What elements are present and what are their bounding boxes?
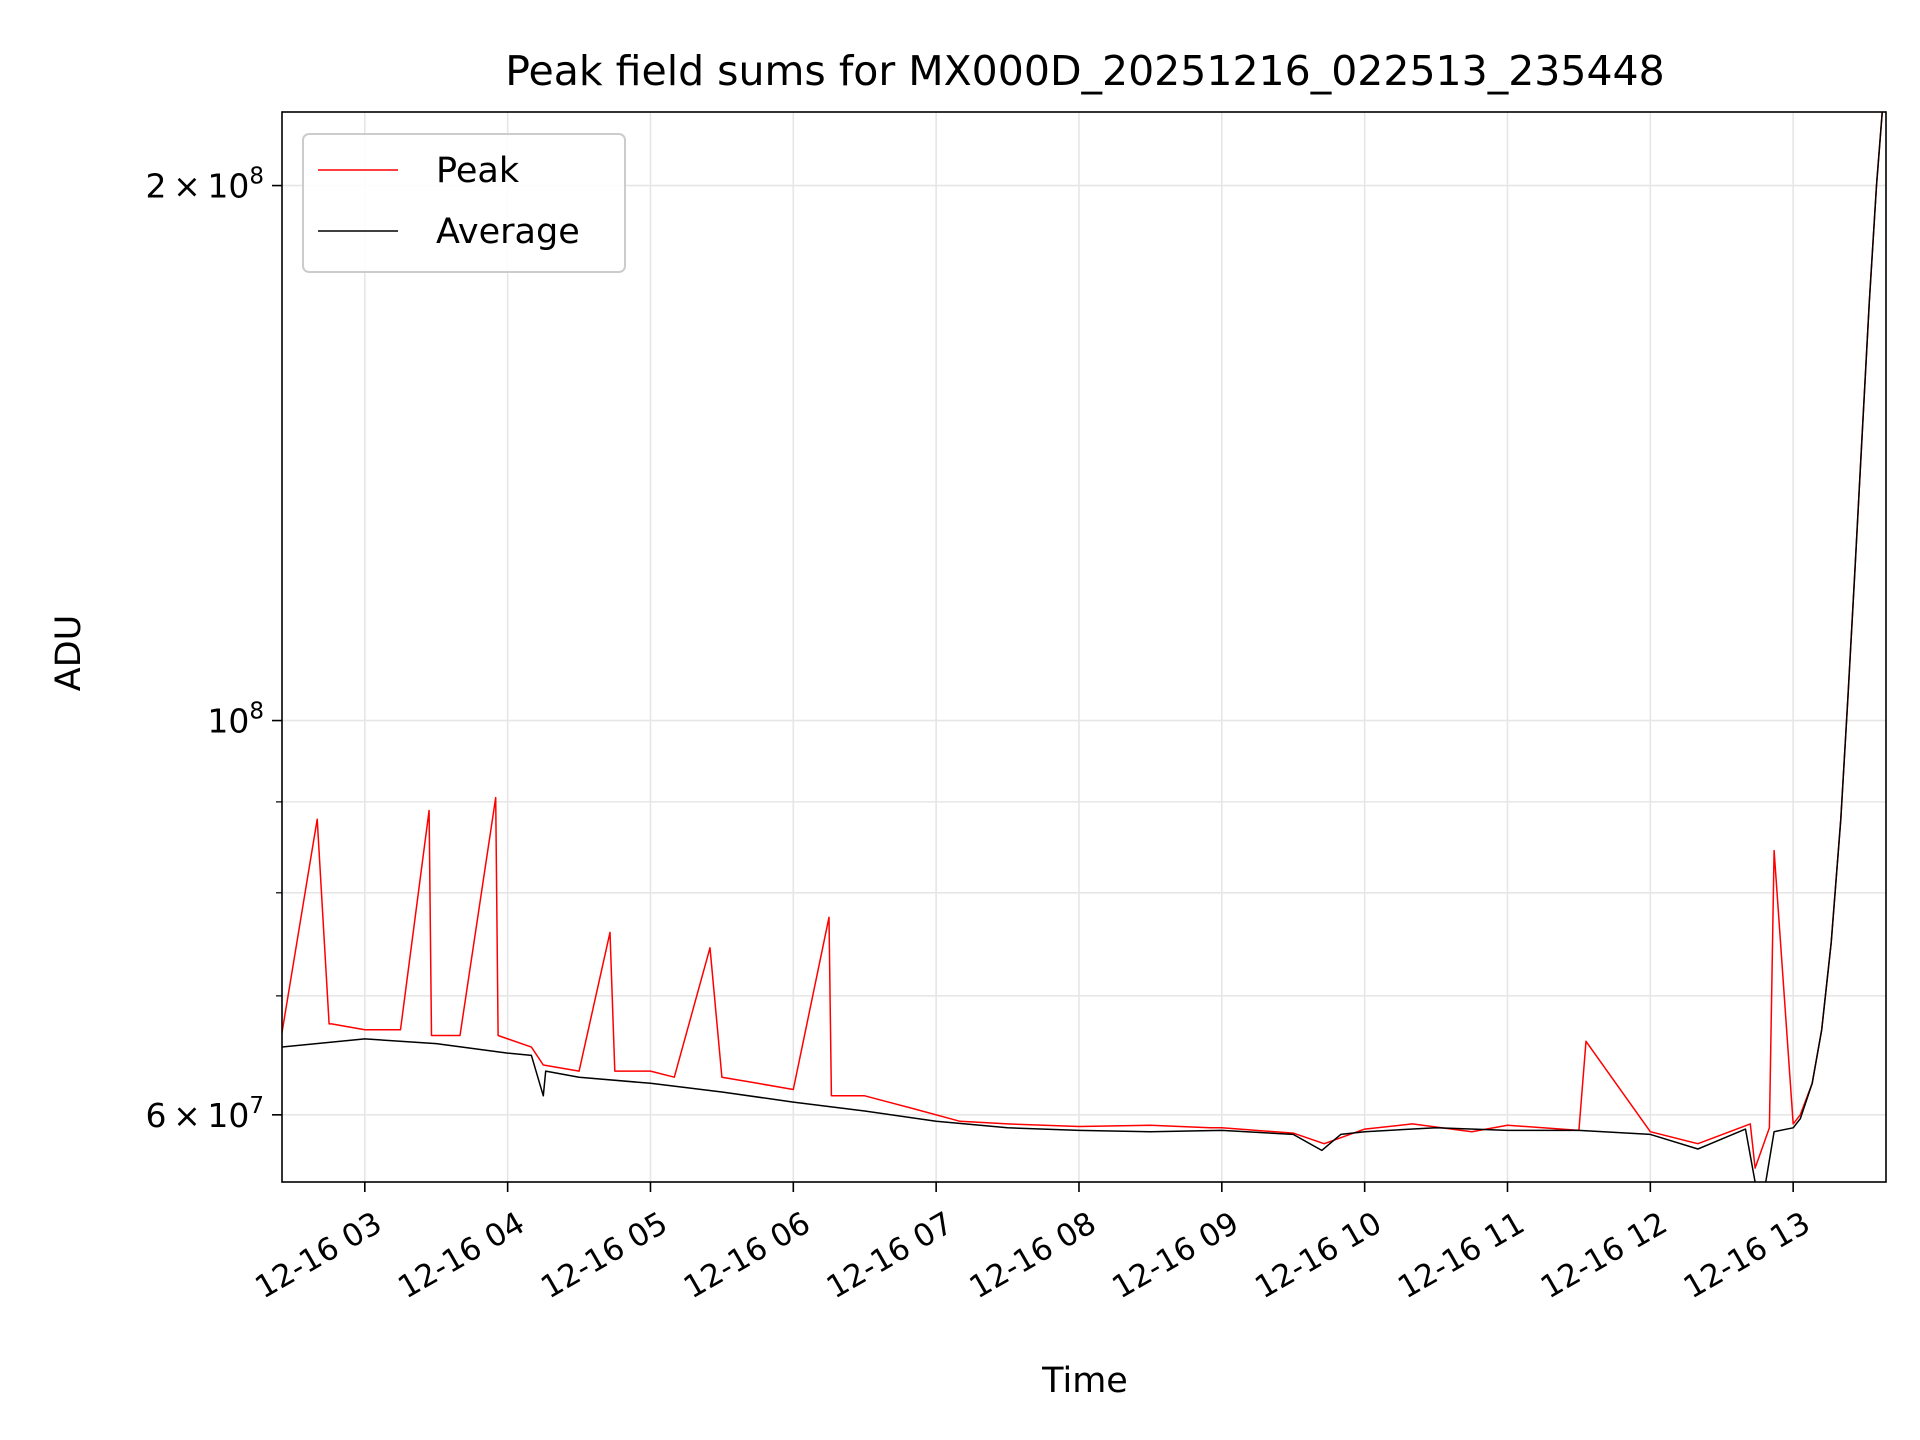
series-line-average [282, 112, 1884, 1182]
legend-box [302, 133, 626, 273]
y-axis-label: ADU [49, 615, 89, 692]
y-tick-label: 6 × 107 [146, 1093, 264, 1135]
chart-title: Peak field sums for MX000D_20251216_0225… [505, 47, 1664, 95]
y-tick-label: 108 [207, 699, 264, 741]
plot-frame [281, 111, 1887, 1183]
legend-label-average: Average [436, 212, 580, 252]
legend: Peak Average [302, 133, 626, 273]
legend-label-peak: Peak [436, 151, 520, 191]
x-axis-label: Time [1041, 1361, 1128, 1401]
grid [282, 112, 1886, 1182]
y-tick-label: 2 × 108 [146, 164, 264, 206]
series-layer [282, 112, 1884, 1182]
